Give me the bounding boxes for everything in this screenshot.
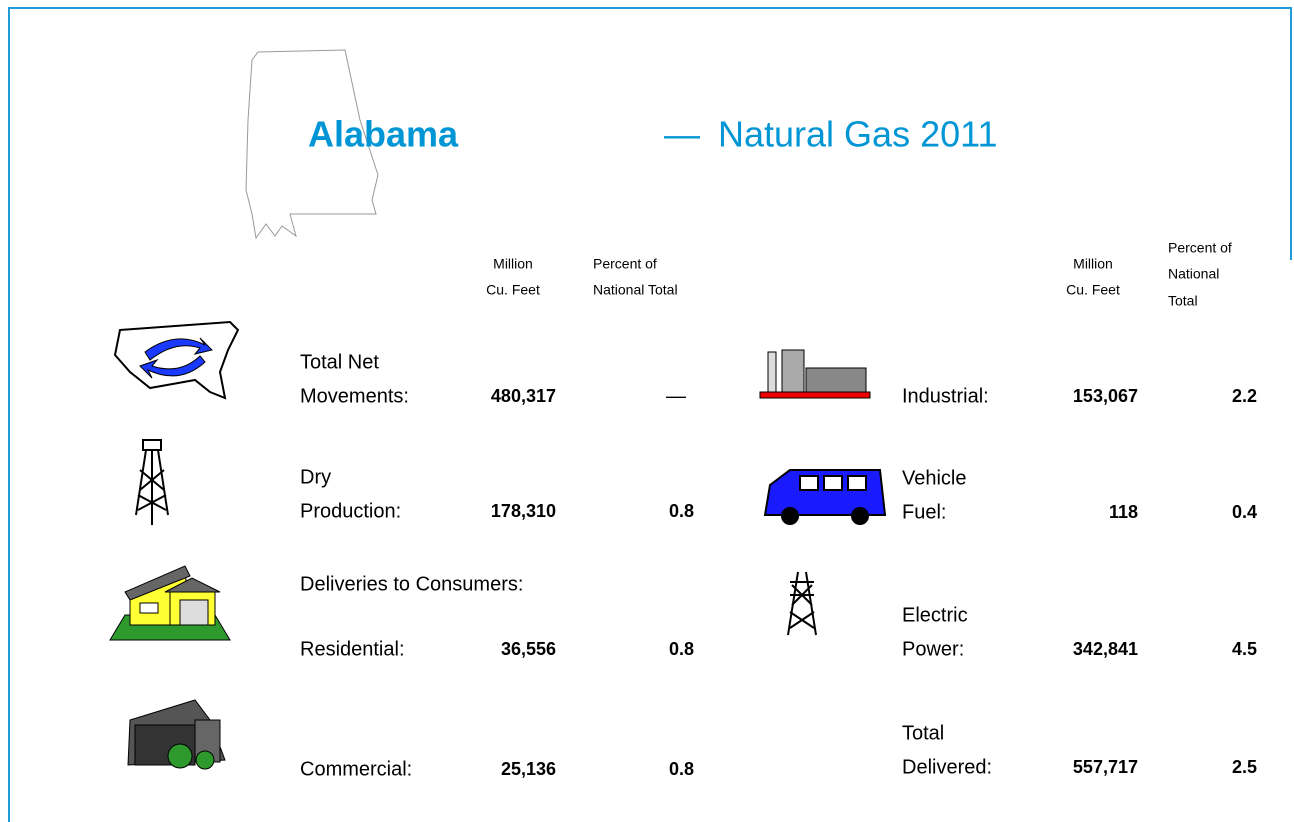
row-label: Industrial:	[902, 385, 989, 407]
million-value: 342,841	[1073, 639, 1138, 659]
percent-value: 2.2	[1232, 386, 1257, 406]
factory-icon	[759, 349, 871, 399]
row-label: Total Net	[300, 351, 379, 373]
row-label: Delivered:	[902, 756, 992, 778]
row-label: Vehicle	[902, 467, 967, 489]
state-name: Alabama	[308, 114, 459, 155]
row-label: Electric	[902, 604, 968, 626]
house-icon	[109, 565, 231, 641]
row-label: Dry	[300, 466, 331, 488]
million-value: 480,317	[491, 386, 556, 406]
percent-value: —	[666, 385, 686, 407]
percent-value: 2.5	[1232, 757, 1257, 777]
section-heading: Deliveries to Consumers:	[300, 573, 523, 595]
office-icon	[127, 699, 226, 770]
row-label: Commercial:	[300, 758, 412, 780]
percent-value: 0.8	[669, 639, 694, 659]
million-value: 557,717	[1073, 757, 1138, 777]
row-label: Total	[902, 722, 944, 744]
percent-value: 0.8	[669, 501, 694, 521]
column-header: Cu. Feet	[486, 282, 540, 298]
title: Natural Gas 2011	[718, 114, 998, 155]
column-header: Percent of	[1168, 240, 1232, 256]
column-header: Million	[493, 256, 533, 272]
title-dash: —	[664, 114, 700, 155]
row-label: Fuel:	[902, 501, 946, 523]
column-header: Percent of	[593, 256, 657, 272]
derrick-icon	[135, 439, 169, 525]
column-header: National	[1168, 266, 1219, 282]
state-outline	[245, 49, 379, 240]
million-value: 25,136	[501, 759, 556, 779]
row-label: Production:	[300, 500, 401, 522]
million-value: 36,556	[501, 639, 556, 659]
column-header: Million	[1073, 256, 1113, 272]
row-label: Residential:	[300, 638, 405, 660]
frame	[8, 7, 1292, 822]
column-header: Cu. Feet	[1066, 282, 1120, 298]
million-value: 178,310	[491, 501, 556, 521]
million-value: 118	[1109, 502, 1138, 522]
row-label: Power:	[902, 638, 964, 660]
percent-value: 0.8	[669, 759, 694, 779]
column-header: National Total	[593, 282, 678, 298]
pylon-icon	[787, 571, 817, 636]
million-value: 153,067	[1073, 386, 1138, 406]
row-label: Movements:	[300, 385, 409, 407]
us-map-icon	[113, 320, 240, 400]
van-icon	[763, 469, 887, 525]
percent-value: 0.4	[1232, 502, 1257, 522]
column-header: Total	[1168, 293, 1198, 309]
percent-value: 4.5	[1232, 639, 1257, 659]
